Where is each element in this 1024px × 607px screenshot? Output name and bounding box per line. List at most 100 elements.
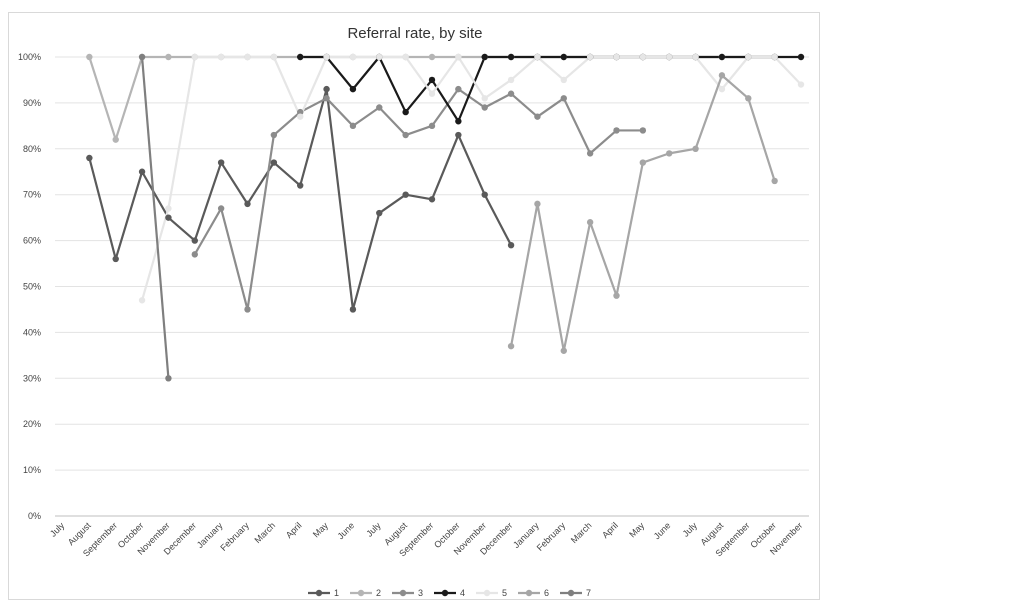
x-tick-label: May bbox=[627, 520, 646, 539]
series-1-point bbox=[86, 154, 93, 162]
series-3-point bbox=[349, 122, 357, 130]
series-3-point bbox=[191, 251, 198, 258]
legend-label: 7 bbox=[586, 588, 591, 598]
series-4-point bbox=[797, 53, 805, 61]
series-3-point bbox=[481, 104, 488, 111]
series-2-point bbox=[112, 136, 119, 143]
x-tick-label: April bbox=[284, 520, 304, 540]
series-5-point bbox=[771, 53, 778, 61]
legend-swatch-marker bbox=[567, 589, 575, 597]
x-tick-label: June bbox=[335, 520, 356, 541]
x-tick-label: July bbox=[681, 520, 700, 539]
x-tick-label: July bbox=[364, 520, 383, 539]
legend-item-6: 6 bbox=[518, 588, 549, 598]
series-6-line bbox=[509, 74, 776, 352]
series-7-point bbox=[165, 375, 172, 382]
series-4-point bbox=[507, 53, 515, 61]
series-4-point bbox=[349, 85, 357, 93]
y-tick-label: 10% bbox=[23, 465, 41, 475]
series-6-point bbox=[718, 72, 726, 79]
series-6-point bbox=[560, 347, 567, 354]
series-5-point bbox=[560, 76, 567, 84]
legend-label: 4 bbox=[460, 588, 465, 598]
series-5-point bbox=[718, 85, 726, 93]
series-6-point bbox=[586, 219, 594, 226]
series-3-point bbox=[376, 104, 383, 111]
legend-label: 2 bbox=[376, 588, 381, 598]
series-5-point bbox=[402, 53, 409, 61]
legend-swatch-marker bbox=[483, 589, 491, 597]
x-tick-label: April bbox=[600, 520, 620, 540]
x-tick-label: May bbox=[311, 520, 330, 539]
x-tick-label: February bbox=[218, 520, 251, 553]
y-tick-label: 50% bbox=[23, 282, 41, 292]
series-1-point bbox=[244, 200, 251, 208]
legend-item-3: 3 bbox=[392, 588, 423, 598]
legend-swatch-marker bbox=[357, 589, 365, 597]
legend-item-1: 1 bbox=[308, 588, 339, 598]
series-3-point bbox=[270, 131, 278, 139]
series-3-line bbox=[193, 88, 643, 311]
legend: 1 2 3 4 5 6 7 bbox=[308, 588, 591, 598]
series-5-line bbox=[141, 55, 802, 301]
series-5-point bbox=[534, 53, 541, 61]
legend-item-5: 5 bbox=[476, 588, 507, 598]
series-5-point bbox=[217, 53, 225, 61]
series-3-point bbox=[507, 90, 515, 97]
series-1-point bbox=[507, 241, 515, 249]
legend-item-4: 4 bbox=[434, 588, 465, 598]
legend-label: 1 bbox=[334, 588, 339, 598]
y-tick-label: 20% bbox=[23, 419, 41, 429]
legend-label: 5 bbox=[502, 588, 507, 598]
series-1-point bbox=[323, 85, 330, 93]
x-tick-label: March bbox=[569, 520, 594, 545]
series-points bbox=[86, 53, 805, 382]
series-4-point bbox=[402, 108, 409, 116]
legend-label: 6 bbox=[544, 588, 549, 598]
series-6-point bbox=[613, 292, 620, 299]
series-5-point bbox=[745, 53, 752, 61]
series-1-point bbox=[349, 306, 357, 313]
legend-swatch-marker bbox=[399, 589, 407, 597]
series-5-point bbox=[455, 53, 462, 61]
series-5-point bbox=[692, 53, 699, 61]
series-5-point bbox=[323, 53, 330, 61]
series-7-line bbox=[140, 56, 170, 379]
series-3-point bbox=[297, 108, 304, 116]
series-3-point bbox=[560, 95, 567, 102]
series-5-point bbox=[613, 53, 620, 61]
legend-item-7: 7 bbox=[560, 588, 591, 598]
x-axis-ticks: July AugustSeptemberOctoberNovemberDecemb… bbox=[48, 520, 804, 559]
legend-swatch-marker bbox=[441, 589, 449, 597]
series-4-point bbox=[455, 118, 462, 125]
series-3-point bbox=[323, 95, 330, 102]
legend-label: 3 bbox=[418, 588, 423, 598]
y-tick-label: 70% bbox=[23, 190, 41, 200]
series-5-point bbox=[297, 113, 304, 120]
series-2-point bbox=[86, 53, 93, 61]
y-tick-label: 60% bbox=[23, 236, 41, 246]
series-4-point bbox=[481, 53, 488, 61]
series-6-point bbox=[507, 342, 515, 350]
chart-frame: Referral rate, by site 0% 10% 20% 30% 40% 50%… bbox=[8, 12, 820, 600]
series-2-point bbox=[428, 53, 436, 61]
legend-swatch-marker bbox=[315, 589, 323, 597]
plot-area: 0% 10% 20% 30% 40% 50% 60% 70% 80% 90% 100% July Au… bbox=[18, 52, 809, 559]
series-1-point bbox=[297, 182, 304, 189]
y-tick-label: 40% bbox=[23, 327, 41, 337]
y-tick-label: 80% bbox=[23, 144, 41, 154]
legend-swatch-marker bbox=[525, 589, 533, 597]
series-4-point bbox=[428, 76, 436, 84]
series-3-point bbox=[586, 150, 594, 157]
series-5-point bbox=[349, 53, 357, 61]
series-1-point bbox=[481, 191, 488, 198]
series-lines bbox=[88, 55, 802, 379]
series-5-point bbox=[639, 53, 647, 61]
series-3-point bbox=[455, 85, 462, 93]
series-3-point bbox=[244, 306, 251, 313]
series-3-point bbox=[639, 127, 647, 134]
y-tick-label: 30% bbox=[23, 373, 41, 383]
series-5-point bbox=[138, 297, 146, 304]
series-3-point bbox=[217, 205, 225, 212]
series-6-point bbox=[692, 145, 699, 152]
